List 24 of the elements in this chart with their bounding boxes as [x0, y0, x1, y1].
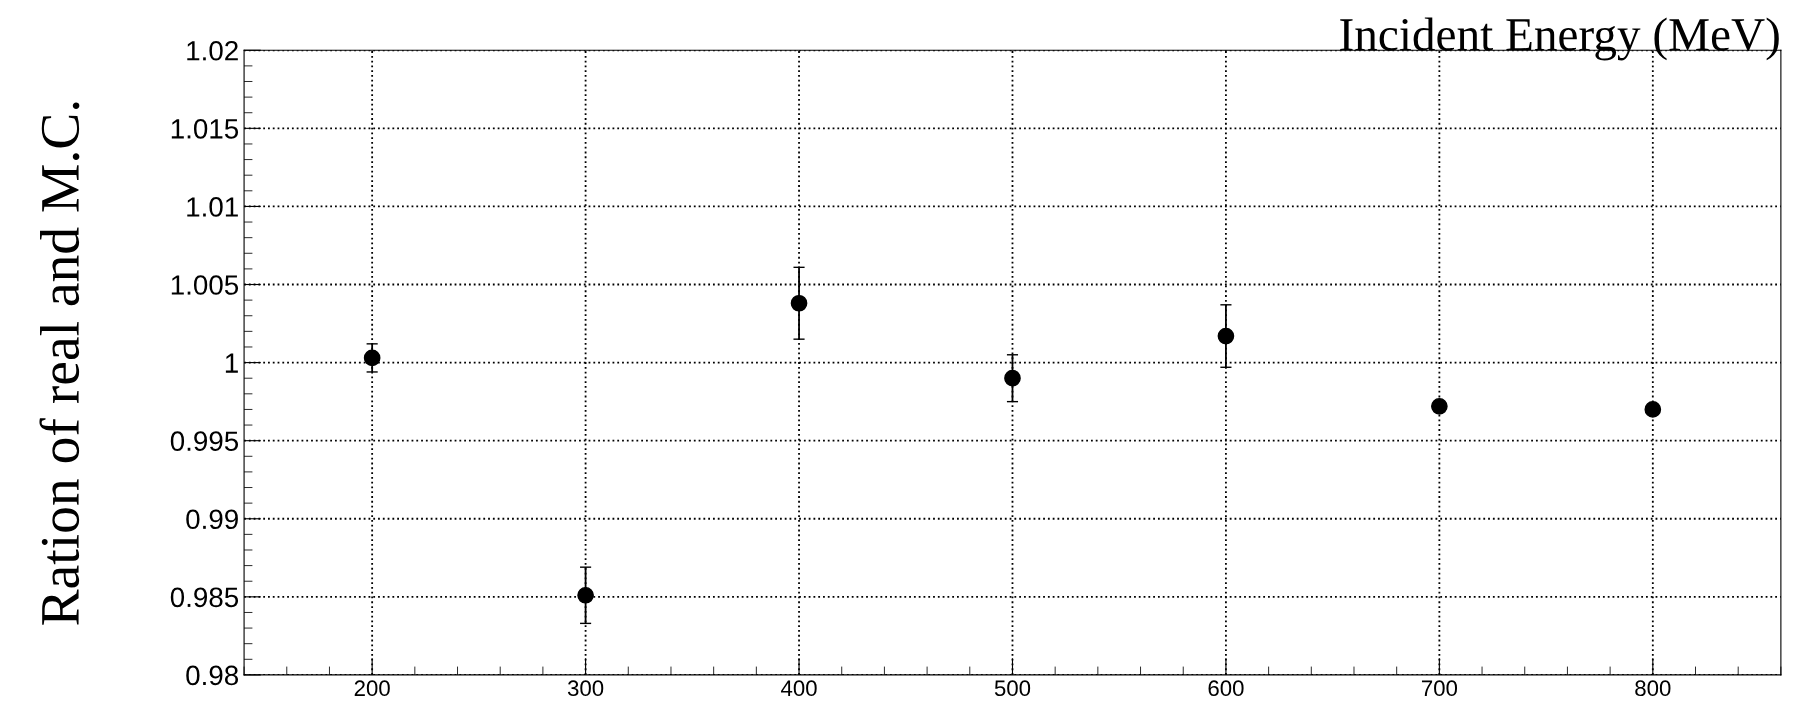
x-tick-label: 300 [567, 680, 604, 697]
x-tick-label: 600 [1208, 680, 1244, 697]
x-tick-label: 800 [1635, 680, 1671, 697]
y-tick-label: 0.985 [170, 587, 239, 608]
y-tick-label: 0.99 [186, 509, 238, 530]
x-tick-label: 200 [354, 680, 390, 697]
y-tick-label: 1 [225, 353, 238, 373]
point [363, 349, 381, 367]
y-tick-label: 1.005 [171, 275, 239, 295]
point [1644, 401, 1662, 418]
x-tick-label: 700 [1421, 680, 1458, 697]
y-tick-label: 0.98 [186, 665, 239, 686]
point [790, 294, 808, 312]
y-tick-label: 1.015 [171, 119, 239, 139]
point [1217, 327, 1235, 345]
y-axis-title: Ration of real and M.C. [39, 102, 80, 625]
point [1431, 397, 1448, 415]
x-tick-label: 400 [781, 680, 817, 697]
y-tick-label: 0.995 [170, 431, 239, 452]
x-tick-label: 500 [994, 680, 1031, 697]
y-tick-label: 1.02 [187, 40, 238, 61]
point [577, 586, 594, 604]
point [1004, 369, 1021, 387]
y-tick-label: 1.01 [187, 197, 238, 217]
